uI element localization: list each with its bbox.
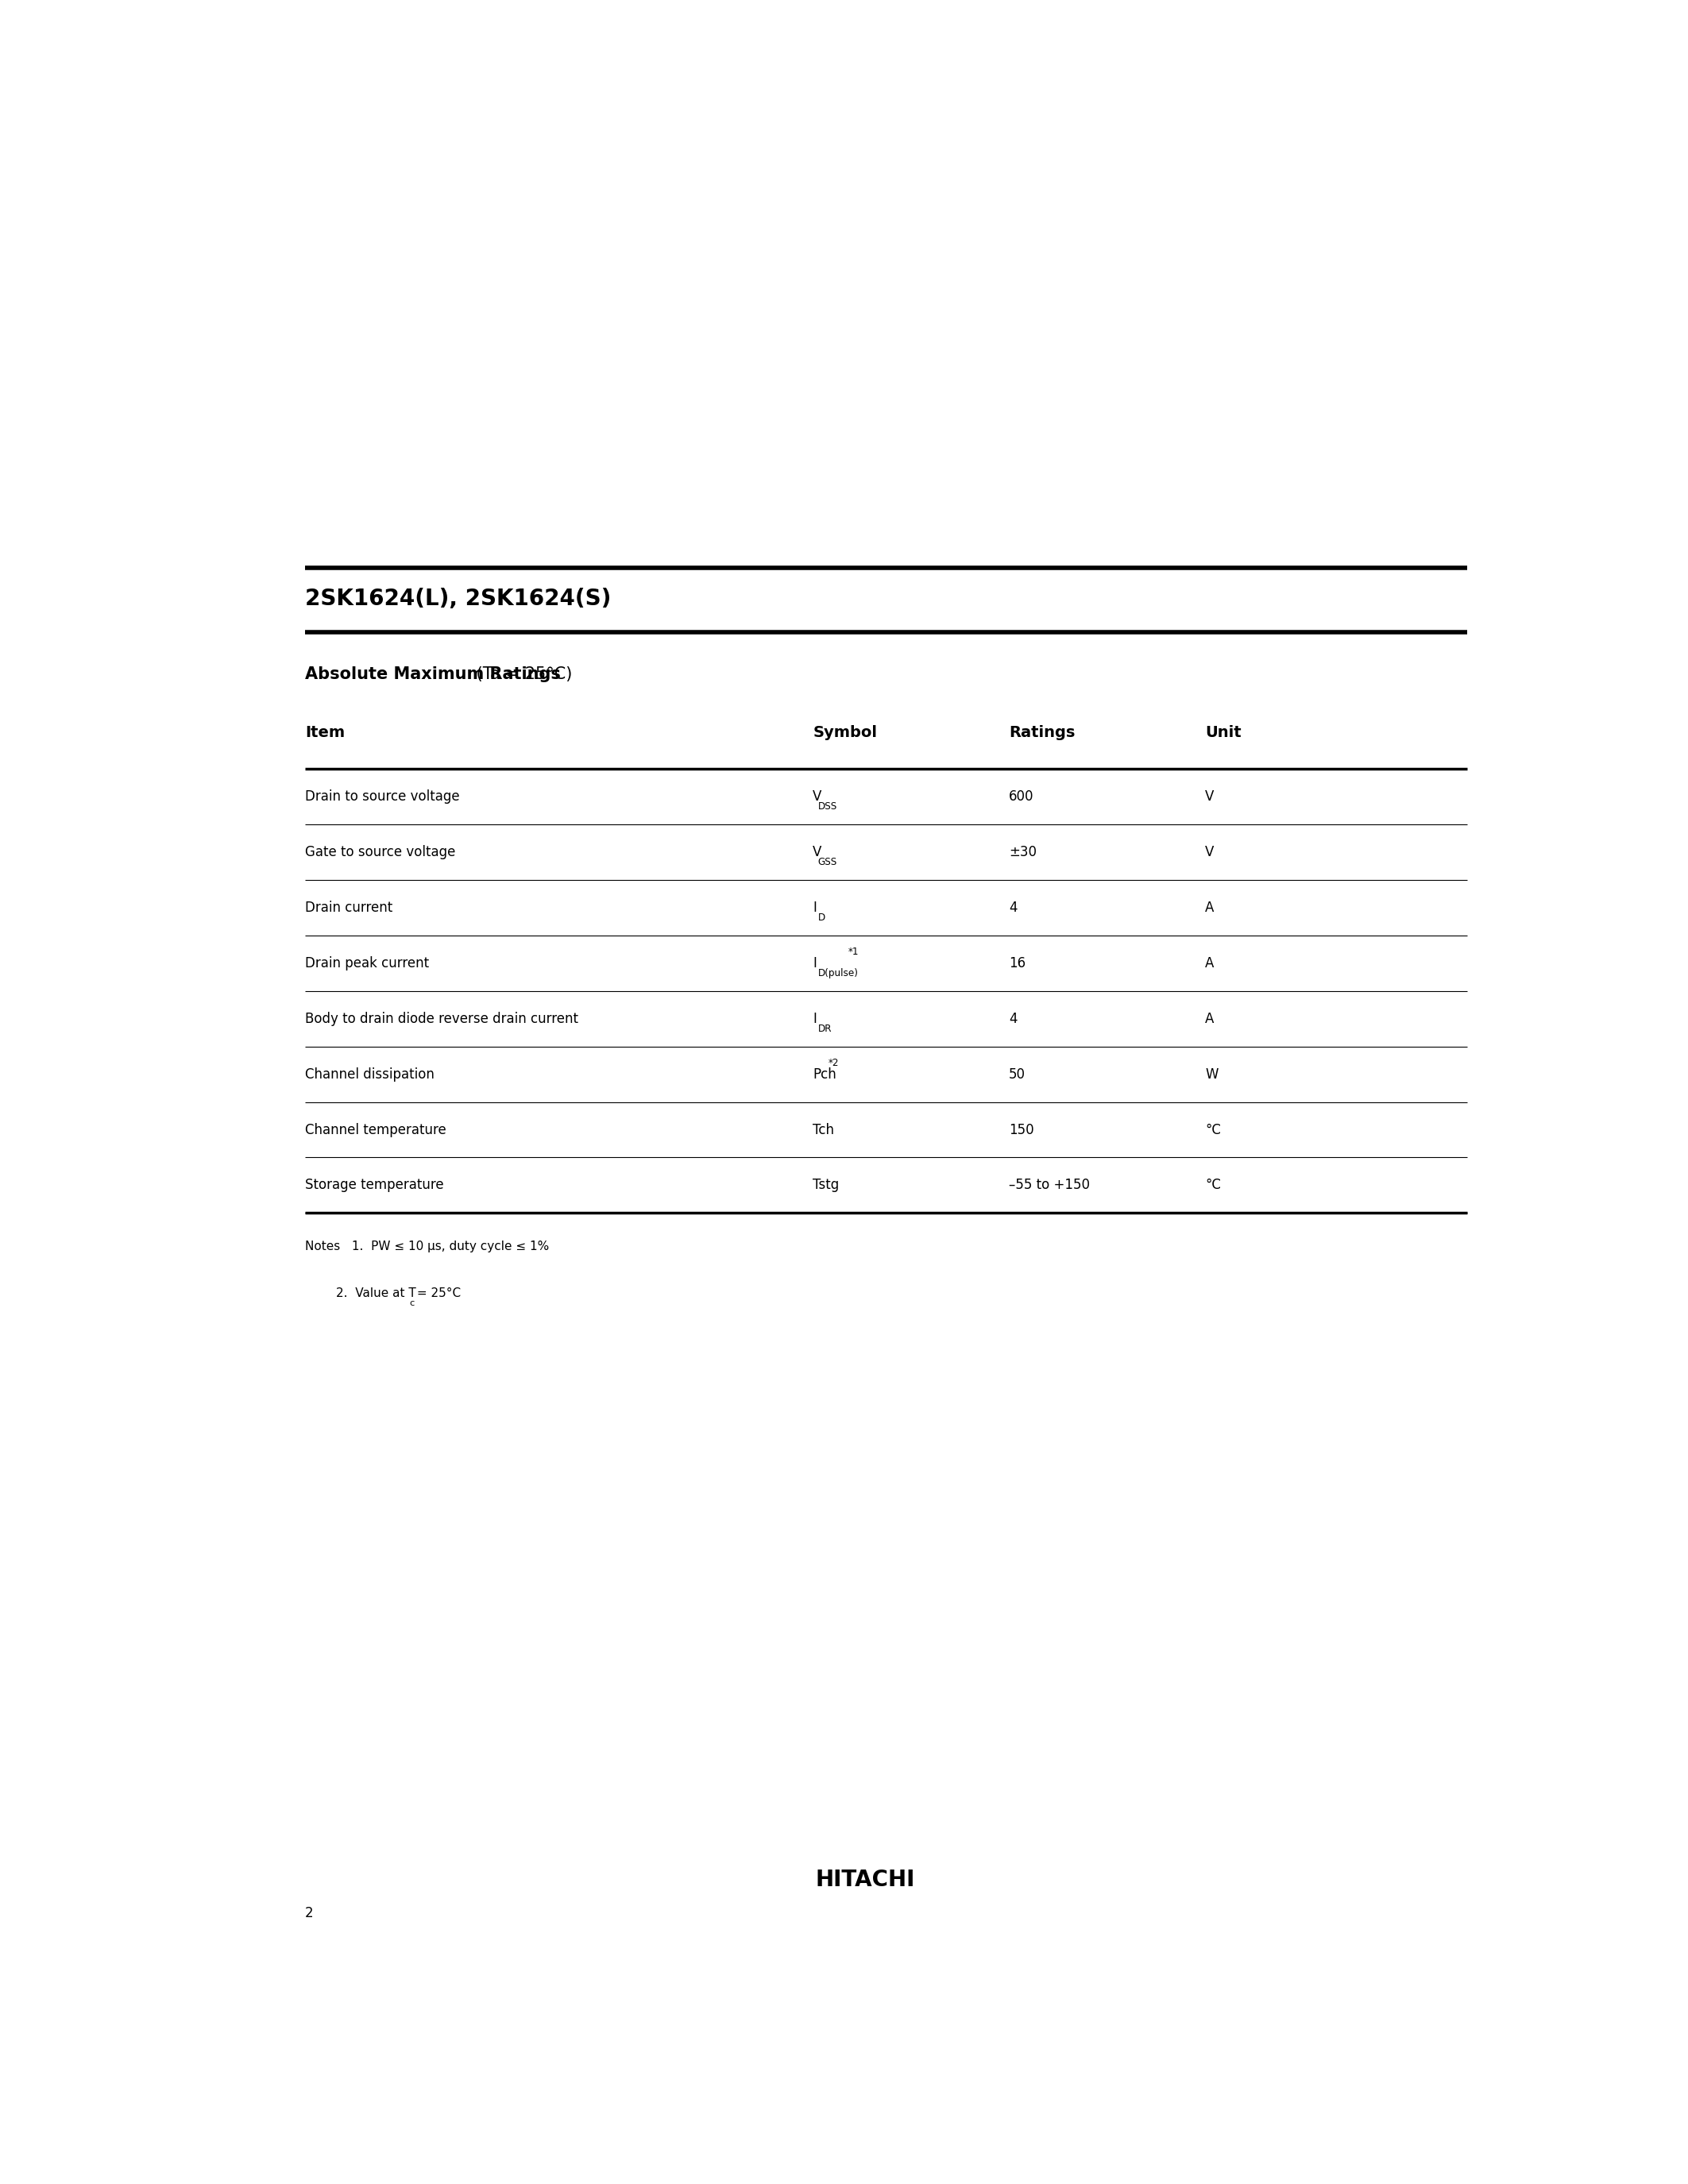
Text: 50: 50 — [1009, 1068, 1026, 1081]
Text: D: D — [819, 913, 825, 924]
Text: Storage temperature: Storage temperature — [306, 1177, 444, 1192]
Text: I: I — [814, 900, 817, 915]
Text: Drain to source voltage: Drain to source voltage — [306, 791, 459, 804]
Text: A: A — [1205, 900, 1214, 915]
Text: V: V — [1205, 845, 1214, 860]
Text: V: V — [814, 791, 822, 804]
Text: Body to drain diode reverse drain current: Body to drain diode reverse drain curren… — [306, 1011, 579, 1026]
Text: 2SK1624(L), 2SK1624(S): 2SK1624(L), 2SK1624(S) — [306, 587, 611, 609]
Text: I: I — [814, 1011, 817, 1026]
Text: GSS: GSS — [819, 856, 837, 867]
Text: Ratings: Ratings — [1009, 725, 1075, 740]
Text: ±30: ±30 — [1009, 845, 1036, 860]
Text: Absolute Maximum Ratings: Absolute Maximum Ratings — [306, 666, 560, 681]
Text: DSS: DSS — [819, 802, 837, 812]
Text: Item: Item — [306, 725, 344, 740]
Text: *2: *2 — [829, 1057, 839, 1068]
Text: V: V — [814, 845, 822, 860]
Text: DR: DR — [819, 1024, 832, 1033]
Text: Channel temperature: Channel temperature — [306, 1123, 446, 1138]
Text: 16: 16 — [1009, 957, 1026, 970]
Text: Symbol: Symbol — [814, 725, 878, 740]
Text: Channel dissipation: Channel dissipation — [306, 1068, 434, 1081]
Text: c: c — [410, 1299, 415, 1308]
Text: V: V — [1205, 791, 1214, 804]
Text: A: A — [1205, 957, 1214, 970]
Text: 2.  Value at T: 2. Value at T — [306, 1289, 417, 1299]
Text: 4: 4 — [1009, 1011, 1018, 1026]
Text: D(pulse): D(pulse) — [819, 968, 859, 978]
Text: 4: 4 — [1009, 900, 1018, 915]
Text: Tch: Tch — [814, 1123, 834, 1138]
Text: °C: °C — [1205, 1177, 1220, 1192]
Text: 150: 150 — [1009, 1123, 1035, 1138]
Text: Unit: Unit — [1205, 725, 1241, 740]
Text: 600: 600 — [1009, 791, 1035, 804]
Text: Gate to source voltage: Gate to source voltage — [306, 845, 456, 860]
Text: Notes   1.  PW ≤ 10 μs, duty cycle ≤ 1%: Notes 1. PW ≤ 10 μs, duty cycle ≤ 1% — [306, 1241, 549, 1251]
Text: I: I — [814, 957, 817, 970]
Text: (Ta = 25°C): (Ta = 25°C) — [471, 666, 572, 681]
Text: = 25°C: = 25°C — [414, 1289, 461, 1299]
Text: HITACHI: HITACHI — [815, 1870, 915, 1891]
Text: Tstg: Tstg — [814, 1177, 839, 1192]
Text: *1: *1 — [847, 948, 859, 957]
Text: Drain current: Drain current — [306, 900, 393, 915]
Text: –55 to +150: –55 to +150 — [1009, 1177, 1090, 1192]
Text: 2: 2 — [306, 1907, 314, 1920]
Text: W: W — [1205, 1068, 1219, 1081]
Text: Drain peak current: Drain peak current — [306, 957, 429, 970]
Text: A: A — [1205, 1011, 1214, 1026]
Text: Pch: Pch — [814, 1068, 837, 1081]
Text: °C: °C — [1205, 1123, 1220, 1138]
